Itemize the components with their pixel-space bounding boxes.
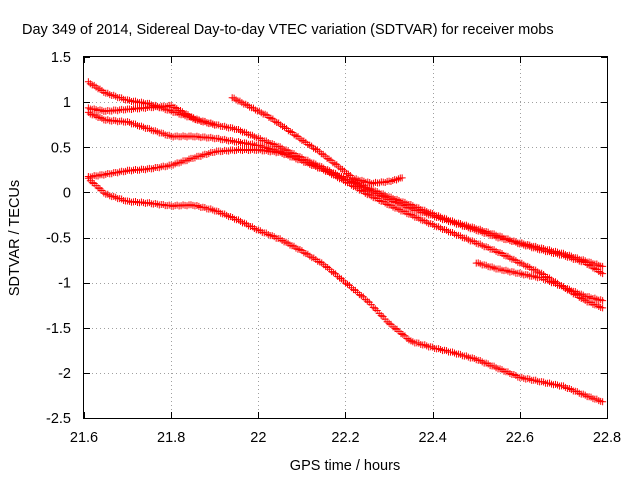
y-tick-label: -1 — [58, 276, 71, 292]
data-point-s5 — [88, 179, 96, 187]
x-tick-labels: 21.6 21.8 22 22.2 22.4 22.6 22.8 — [70, 430, 621, 446]
data-point-s6 — [331, 160, 339, 168]
data-point-s6 — [255, 107, 263, 115]
x-tick-label: 22.8 — [593, 430, 621, 446]
x-tick-label: 22.2 — [331, 430, 359, 446]
data-point-s2 — [90, 105, 98, 113]
series-s7 — [472, 259, 607, 305]
data-point-s6 — [279, 123, 287, 131]
chart-title: Day 349 of 2014, Sidereal Day-to-day VTE… — [22, 22, 554, 38]
y-tick-label: 0.5 — [51, 140, 71, 156]
data-point-s5 — [595, 397, 603, 405]
data-point-s5 — [96, 185, 104, 193]
data-point-s1 — [599, 262, 607, 270]
series-s4 — [84, 145, 607, 312]
data-point-s4 — [94, 172, 102, 180]
data-point-s6 — [325, 155, 333, 163]
data-point-s6 — [313, 146, 321, 154]
data-point-s7 — [597, 296, 605, 304]
data-point-s7 — [599, 297, 607, 305]
x-axis-label: GPS time / hours — [290, 458, 400, 474]
y-tick-label: 1 — [63, 95, 71, 111]
series-s2 — [84, 101, 219, 129]
y-tick-label: 0 — [63, 185, 71, 201]
y-axis-label: SDTVAR / TECUs — [7, 180, 23, 296]
series-s5 — [84, 174, 607, 406]
grid-layer — [84, 57, 607, 418]
data-point-s6 — [398, 174, 406, 182]
x-tick-label: 21.8 — [157, 430, 185, 446]
y-tick-label: -2 — [58, 366, 71, 382]
plot-frame — [83, 56, 608, 419]
x-tick-label: 22.6 — [506, 430, 534, 446]
data-point-s5 — [599, 398, 607, 406]
data-point-s6 — [236, 97, 244, 105]
series-s6 — [228, 94, 406, 188]
data-point-s6 — [261, 110, 269, 118]
data-point-s7 — [593, 295, 601, 303]
y-tick-label: -0.5 — [46, 231, 71, 247]
data-point-s1 — [90, 81, 98, 89]
data-point-s3 — [597, 269, 605, 277]
y-tick-label: 1.5 — [51, 50, 71, 66]
tick-layer — [84, 57, 608, 419]
y-tick-label: -2.5 — [46, 411, 71, 427]
series-s3 — [84, 108, 607, 278]
y-tick-labels: -2.5 -2 -1.5 -1 -0.5 0 0.5 1 1.5 — [46, 50, 71, 427]
data-point-s6 — [372, 178, 380, 186]
data-markers — [84, 78, 607, 406]
y-tick-label: -1.5 — [46, 321, 71, 337]
data-point-s6 — [286, 128, 294, 136]
x-tick-label: 21.6 — [70, 430, 98, 446]
x-tick-label: 22.4 — [419, 430, 447, 446]
data-point-s4 — [599, 304, 607, 312]
data-point-s3 — [599, 270, 607, 278]
data-point-s2 — [211, 121, 219, 129]
data-point-s6 — [394, 175, 402, 183]
data-point-s4 — [100, 171, 108, 179]
x-tick-label: 22 — [250, 430, 266, 446]
data-point-s6 — [381, 178, 389, 186]
